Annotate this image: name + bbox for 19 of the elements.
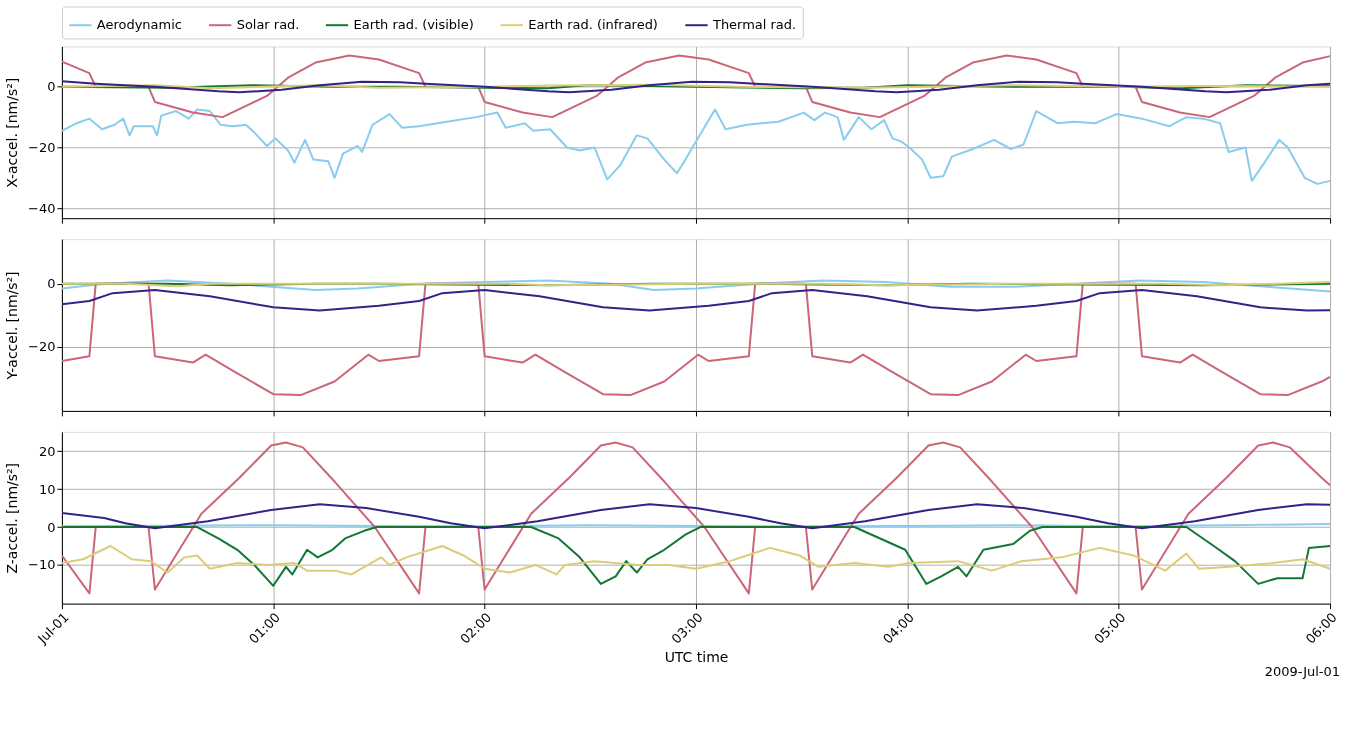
y-tick-label: 0 — [47, 519, 56, 535]
y-tick-label: −20 — [28, 139, 56, 155]
y-tick-label: 20 — [38, 443, 56, 459]
text: 2009-Jul-01 — [1264, 663, 1341, 679]
y-axis-title: X-accel. [nm/s²] — [4, 77, 21, 188]
y-tick-label: 0 — [47, 276, 56, 292]
legend-label: Thermal rad. — [711, 17, 797, 33]
y-tick-label: −20 — [28, 339, 56, 355]
legend-label: Earth rad. (infrared) — [528, 17, 658, 33]
legend-label: Solar rad. — [236, 17, 300, 33]
y-tick-label: 0 — [47, 79, 56, 95]
y-tick-label: −40 — [28, 200, 56, 216]
y-tick-label: 10 — [38, 481, 56, 497]
legend-label: Aerodynamic — [96, 17, 182, 33]
y-axis-title: Z-accel. [nm/s²] — [4, 462, 21, 574]
y-axis-title: Y-accel. [nm/s²] — [4, 271, 21, 381]
x-axis-title: UTC time — [664, 648, 729, 665]
legend-label: Earth rad. (visible) — [353, 17, 474, 33]
y-tick-label: −10 — [28, 557, 56, 573]
